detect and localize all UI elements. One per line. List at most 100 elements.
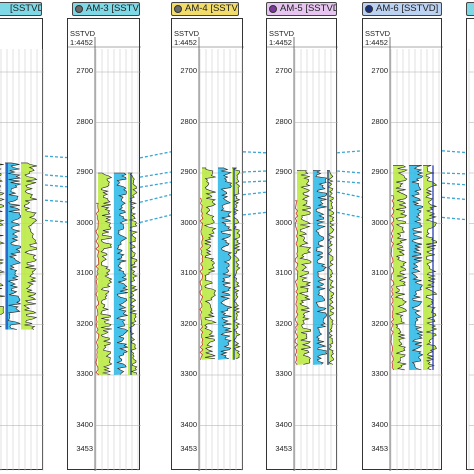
log-curve-red bbox=[199, 197, 204, 360]
depth-tick-label: 2800 bbox=[76, 116, 93, 126]
horizon-correlation-line bbox=[336, 211, 363, 219]
well-track[interactable] bbox=[0, 18, 44, 471]
depth-tick-label: 2900 bbox=[275, 167, 292, 176]
horizon-correlation-line bbox=[39, 155, 73, 159]
horizon-correlation-line bbox=[336, 180, 363, 184]
horizon-correlation-line bbox=[39, 183, 73, 188]
depth-tick-label: 3100 bbox=[371, 268, 388, 277]
well-log-curves bbox=[68, 37, 141, 471]
depth-tick-label: 3400 bbox=[275, 419, 292, 429]
well-header-am4[interactable]: AM-4 [SSTVD] bbox=[171, 2, 239, 16]
depth-tick-label: 3200 bbox=[275, 318, 292, 328]
log-curve bbox=[231, 167, 241, 360]
bottom-depth-label: 3453 bbox=[275, 444, 292, 453]
log-fill bbox=[98, 173, 112, 375]
well-log-curves bbox=[0, 49, 44, 471]
log-curve-red bbox=[294, 200, 299, 366]
depth-tick-label: 2900 bbox=[76, 167, 93, 176]
well-track[interactable] bbox=[67, 18, 141, 471]
depth-tick-label: 3200 bbox=[76, 318, 93, 328]
well-track[interactable] bbox=[266, 18, 338, 471]
well-log-curves bbox=[468, 49, 474, 471]
log-fill bbox=[21, 162, 37, 330]
depth-tick-label: 3300 bbox=[180, 369, 197, 378]
depth-tick-label: 2800 bbox=[275, 116, 292, 126]
horizon-correlation-line bbox=[242, 191, 267, 196]
well-header-title: [SSTVD] bbox=[10, 3, 41, 14]
log-fill bbox=[202, 167, 216, 360]
horizon-correlation-line bbox=[39, 219, 73, 224]
horizon-correlation-line bbox=[242, 180, 267, 183]
well-header-am5[interactable]: AM-5 [SSTVD] bbox=[266, 2, 337, 16]
scale-label: 1:4452 bbox=[70, 38, 93, 47]
well-header-title: AM-5 [SSTVD] bbox=[280, 3, 337, 14]
well-header-title: AM-3 [SSTVD] bbox=[86, 3, 139, 14]
log-curve bbox=[217, 167, 233, 360]
horizon-correlation-line bbox=[336, 170, 363, 174]
depth-tick-label: 2900 bbox=[180, 167, 197, 176]
well-header-title: AM-4 [SSTVD] bbox=[185, 3, 238, 14]
horizon-correlation-line bbox=[139, 194, 172, 203]
well-status-icon bbox=[75, 5, 83, 13]
scale-label: 1:4452 bbox=[365, 38, 388, 47]
depth-tick-label: 3200 bbox=[180, 318, 197, 328]
depth-tick-label: 2800 bbox=[371, 116, 388, 126]
log-fill bbox=[5, 162, 21, 330]
log-curve bbox=[201, 167, 217, 360]
horizon-correlation-line bbox=[336, 150, 363, 154]
log-curve-red bbox=[390, 195, 395, 371]
log-fill bbox=[297, 170, 311, 365]
log-fill bbox=[409, 165, 423, 370]
horizon-correlation-line bbox=[336, 191, 363, 198]
depth-tick-label: 3100 bbox=[76, 268, 93, 277]
depth-tick-label: 2700 bbox=[275, 66, 292, 75]
depth-tick-label: 2700 bbox=[180, 66, 197, 75]
well-header-am6[interactable]: AM-6 [SSTVD] bbox=[362, 2, 442, 16]
well-track[interactable] bbox=[171, 18, 244, 471]
log-fill bbox=[128, 173, 137, 375]
depth-tick-label: 3200 bbox=[371, 318, 388, 328]
log-curve bbox=[392, 165, 408, 371]
depth-tick-label: 3100 bbox=[180, 268, 197, 277]
depth-tick-label: 3400 bbox=[180, 419, 197, 429]
depth-tick-label: 3000 bbox=[180, 217, 197, 227]
log-curve bbox=[326, 170, 335, 365]
horizon-correlation-line bbox=[139, 181, 172, 188]
horizon-correlation-line bbox=[139, 214, 172, 224]
horizon-correlation-line bbox=[39, 199, 73, 203]
depth-unit-label: SSTVD bbox=[269, 29, 295, 38]
horizon-correlation-line bbox=[242, 211, 267, 216]
well-header-right-partial[interactable] bbox=[466, 2, 474, 16]
log-curve bbox=[5, 162, 22, 330]
well-header-title: AM-6 [SSTVD] bbox=[376, 3, 439, 14]
well-status-icon bbox=[269, 5, 277, 13]
log-curve-red bbox=[95, 202, 100, 376]
well-header-left-partial[interactable]: [SSTVD] bbox=[0, 2, 42, 16]
depth-tick-label: 3000 bbox=[275, 217, 292, 227]
depth-tick-label: 3300 bbox=[76, 369, 93, 378]
depth-tick-label: 3000 bbox=[371, 217, 388, 227]
well-status-icon bbox=[365, 5, 373, 13]
well-track[interactable] bbox=[362, 18, 443, 471]
log-fill bbox=[0, 164, 5, 330]
well-log-curves bbox=[363, 37, 443, 471]
scale-label: 1:4452 bbox=[174, 38, 197, 47]
depth-tick-label: 3300 bbox=[371, 369, 388, 378]
well-track[interactable] bbox=[466, 18, 474, 471]
well-log-curves bbox=[267, 37, 338, 471]
horizon-correlation-line bbox=[139, 171, 172, 178]
depth-unit-label: SSTVD bbox=[365, 29, 391, 38]
well-status-icon bbox=[174, 5, 182, 13]
depth-tick-label: 2800 bbox=[180, 116, 197, 126]
depth-tick-label: 3300 bbox=[275, 369, 292, 378]
log-curve bbox=[422, 165, 438, 371]
horizon-correlation-line bbox=[139, 151, 172, 159]
depth-tick-label: 2900 bbox=[371, 167, 388, 176]
log-curve bbox=[312, 170, 328, 365]
bottom-depth-label: 3453 bbox=[180, 444, 197, 453]
depth-tick-label: 3100 bbox=[275, 268, 292, 277]
well-header-am3[interactable]: AM-3 [SSTVD] bbox=[72, 2, 140, 16]
depth-tick-label: 2700 bbox=[371, 66, 388, 75]
